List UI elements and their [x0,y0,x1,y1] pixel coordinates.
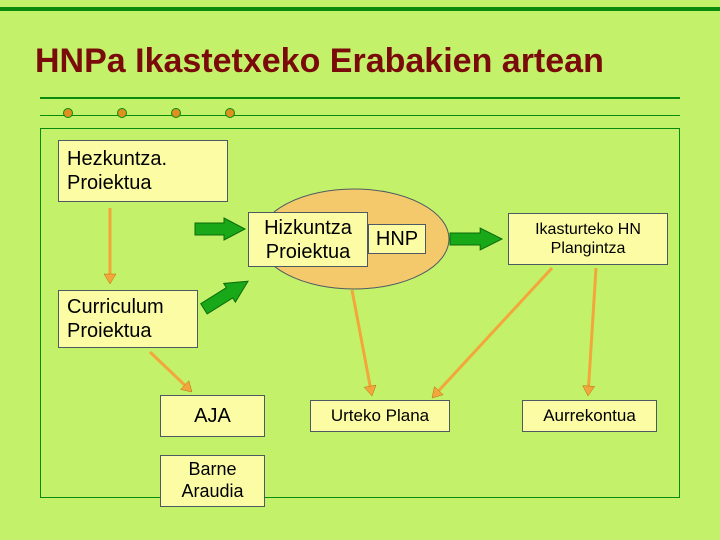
arrow-hezkuntza-down [104,208,116,284]
arrows-layer [0,0,720,540]
decorative-bullet [117,108,127,118]
arrow-curriculum-to-aja [150,352,192,392]
arrow-curriculum-to-hizkuntza [198,272,254,318]
arrow-hezkuntza-to-hizkuntza [195,218,245,240]
decorative-bullet [171,108,181,118]
arrow-ikasturteko-to-urteko [432,268,552,398]
decorative-bullet [225,108,235,118]
slide: HNPa Ikastetxeko Erabakien artean Hezkun… [0,0,720,540]
arrow-hnp-to-ikasturteko [450,228,502,250]
arrow-ikasturteko-to-aurrekontua [583,268,596,396]
decorative-bullet [63,108,73,118]
arrow-hizkuntza-to-urteko [352,290,376,396]
